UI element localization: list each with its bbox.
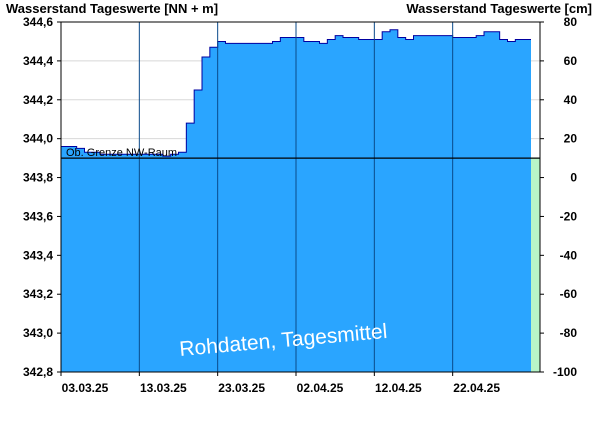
plot-frame: [60, 21, 541, 373]
left-tick-label: 344,0: [23, 132, 53, 146]
x-tick-label: 02.04.25: [297, 381, 344, 395]
left-tick-label: 342,8: [23, 365, 53, 379]
left-axis-title: Wasserstand Tageswerte [NN + m]: [6, 1, 219, 16]
x-tick-label: 22.04.25: [453, 381, 500, 395]
left-tick-label: 343,2: [23, 287, 53, 301]
x-tick-label: 13.03.25: [140, 381, 187, 395]
right-tick-label: 80: [564, 15, 578, 29]
forecast-strip: [531, 158, 540, 372]
right-tick-label: -20: [560, 209, 578, 223]
right-tick-label: -60: [560, 287, 578, 301]
right-tick-label: 20: [564, 132, 578, 146]
right-tick-label: 0: [570, 171, 577, 185]
left-tick-label: 343,0: [23, 326, 53, 340]
right-tick-label: -40: [560, 248, 578, 262]
x-tick-label: 23.03.25: [218, 381, 265, 395]
left-tick-label: 343,8: [23, 171, 53, 185]
left-tick-label: 344,6: [23, 15, 53, 29]
x-tick-label: 12.04.25: [375, 381, 422, 395]
right-tick-label: 40: [564, 93, 578, 107]
left-tick-label: 343,4: [23, 248, 53, 262]
left-tick-label: 343,6: [23, 209, 53, 223]
right-tick-label: 60: [564, 54, 578, 68]
reference-line-label: Ob. Grenze NW-Raum: [66, 147, 177, 159]
right-axis-title: Wasserstand Tageswerte [cm]: [406, 1, 592, 16]
right-tick-label: -100: [553, 365, 577, 379]
right-tick-label: -80: [560, 326, 578, 340]
x-tick-label: 03.03.25: [62, 381, 109, 395]
left-tick-label: 344,4: [23, 54, 53, 68]
left-tick-label: 344,2: [23, 93, 53, 107]
